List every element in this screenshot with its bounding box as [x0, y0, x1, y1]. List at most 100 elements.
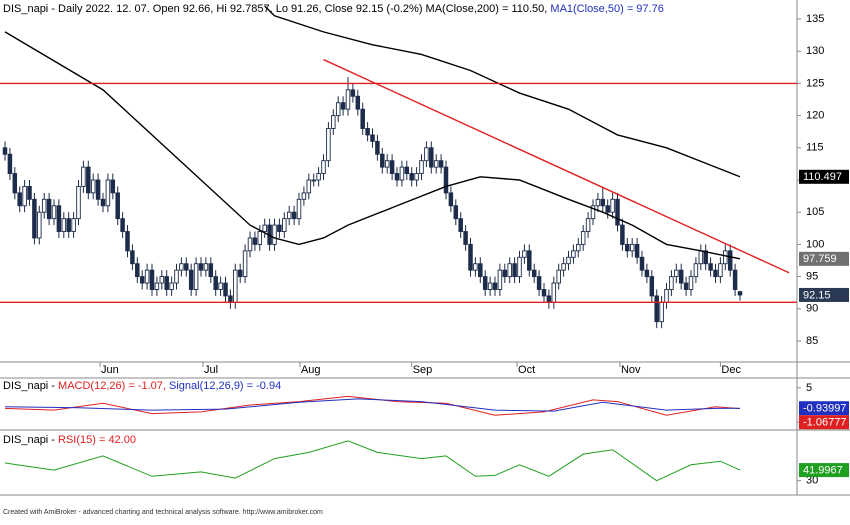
candle-body — [482, 276, 488, 290]
x-tick-label: Sep — [413, 364, 433, 376]
candle-body — [66, 218, 71, 232]
candle-body — [135, 263, 140, 278]
candle-body — [184, 263, 189, 271]
x-tick-label: Jul — [204, 364, 218, 376]
candle-body — [708, 263, 713, 271]
title-part: DIS_napi - — [3, 380, 58, 392]
candle-body — [737, 291, 743, 296]
candle-body — [159, 276, 165, 284]
title-part: MA(Close,200) = 110.50, — [423, 3, 548, 15]
candle-body — [218, 282, 223, 290]
value-tag — [799, 169, 849, 184]
candle-body — [404, 166, 410, 175]
candle-body — [291, 211, 297, 220]
candle-body — [237, 269, 243, 278]
x-tick-label: Oct — [518, 364, 535, 376]
value-tag — [799, 415, 849, 430]
x-tick-label: Dec — [721, 364, 741, 376]
candle-body — [399, 166, 405, 181]
candle-body — [262, 224, 267, 232]
candle-body — [198, 263, 204, 271]
candle-body — [625, 243, 630, 252]
indicator-line — [323, 58, 790, 274]
candle-body — [693, 263, 699, 278]
candle-body — [37, 211, 42, 239]
candle-body — [306, 179, 312, 194]
candle-body — [179, 263, 184, 271]
candle-body — [95, 179, 101, 200]
candle-body — [512, 263, 517, 278]
candle-body — [61, 218, 67, 232]
candle-body — [566, 256, 571, 265]
candle-body — [590, 205, 596, 220]
candle-body — [321, 160, 326, 175]
candle-body — [424, 147, 429, 162]
candle-body — [727, 250, 733, 271]
candle-body — [272, 224, 277, 245]
candle-body — [414, 173, 419, 181]
candle-body — [698, 250, 704, 265]
candle-body — [17, 192, 22, 207]
candle-body — [32, 198, 37, 239]
candle-body — [580, 231, 586, 245]
candle-body — [370, 134, 375, 142]
candle-body — [149, 269, 155, 290]
candle-body — [110, 179, 116, 194]
candle-body — [644, 269, 650, 278]
candle-body — [468, 243, 473, 271]
rsi-title: DIS_napi - RSI(15) = 42.00 — [3, 434, 136, 446]
y-tick-label: 95 — [806, 271, 818, 283]
candle-body — [600, 198, 606, 207]
candle-body — [492, 282, 498, 290]
candle-body — [169, 282, 174, 290]
candle-body — [233, 269, 238, 303]
y-tick-label: 120 — [806, 110, 824, 122]
candle-body — [115, 192, 120, 220]
candle-body — [7, 153, 13, 175]
footer: Created with AmiBroker - advanced charti… — [3, 509, 323, 516]
y-tick-label: 85 — [806, 335, 818, 347]
value-tag — [799, 287, 849, 302]
candle-body — [228, 295, 233, 303]
candle-body — [252, 237, 258, 245]
candle-body — [478, 263, 483, 278]
candle-body — [473, 263, 478, 271]
candle-body — [384, 160, 390, 168]
candle-body — [277, 224, 282, 232]
candle-body — [2, 147, 8, 155]
candle-body — [683, 282, 689, 290]
candle-body — [223, 282, 228, 297]
candle-body — [247, 237, 253, 252]
candle-body — [90, 179, 96, 194]
candle-body — [718, 263, 723, 278]
candle-body — [380, 153, 385, 168]
value-tag-label: 92.15 — [803, 289, 831, 301]
candle-body — [130, 250, 135, 265]
price-panel — [0, 5, 797, 329]
candle-body — [316, 173, 321, 181]
candle-body — [71, 218, 76, 232]
candle-body — [453, 205, 459, 220]
indicator-line — [264, 5, 741, 178]
candle-body — [585, 218, 591, 232]
candle-body — [46, 198, 52, 220]
candle-body — [576, 243, 581, 252]
value-tag — [799, 401, 849, 416]
y-tick-label: 5 — [806, 382, 812, 394]
candle-body — [634, 243, 640, 258]
candle-body — [463, 231, 468, 245]
candle-body — [669, 276, 674, 290]
candle-body — [125, 231, 130, 252]
candle-body — [355, 95, 361, 110]
candle-body — [654, 295, 659, 323]
candle-body — [139, 276, 145, 284]
candle-body — [296, 198, 302, 220]
candle-body — [551, 282, 557, 303]
title-part: DIS_napi - — [3, 434, 58, 446]
candle-body — [335, 102, 341, 117]
candle-body — [203, 263, 209, 271]
candle-body — [174, 269, 179, 284]
candle-body — [164, 276, 169, 290]
candle-body — [458, 218, 463, 232]
title-part: MA1(Close,50) = 97.76 — [547, 3, 663, 15]
